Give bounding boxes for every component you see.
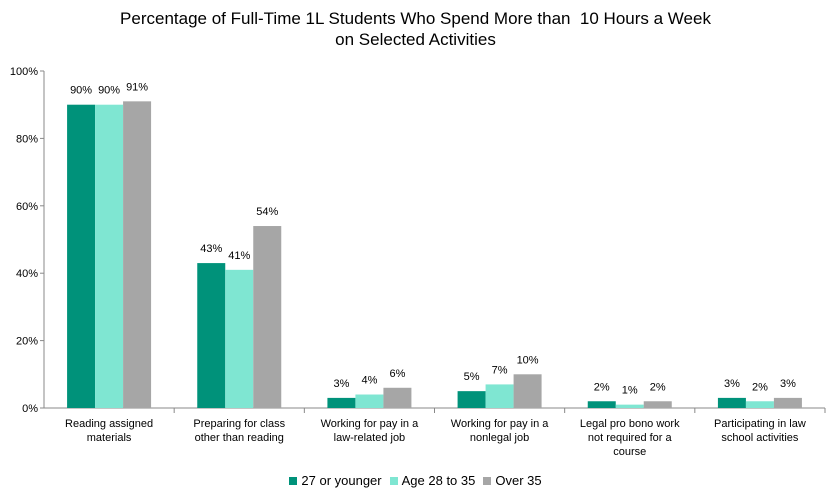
x-tick-label-line: Participating in law [714, 418, 806, 430]
bar [383, 387, 412, 408]
data-label: 2% [650, 381, 666, 393]
bar [327, 397, 356, 408]
data-label: 2% [752, 381, 768, 393]
data-label: 3% [780, 378, 796, 390]
legend-swatch-series-2 [389, 476, 398, 485]
data-label: 2% [594, 381, 610, 393]
y-tick-label: 60% [16, 201, 38, 213]
x-tick-label-line: school activities [721, 432, 799, 444]
bar [253, 226, 282, 408]
data-label: 43% [200, 243, 222, 255]
data-label: 3% [724, 378, 740, 390]
data-label: 90% [98, 85, 120, 97]
x-tick-label-line: Preparing for class [193, 418, 285, 430]
data-label: 6% [389, 368, 405, 380]
data-label: 91% [126, 81, 148, 93]
y-tick-label: 0% [22, 403, 38, 415]
x-tick-label-line: materials [87, 432, 132, 444]
x-tick-label-line: Working for pay in a [321, 418, 420, 430]
data-label: 1% [622, 385, 638, 397]
bar [615, 404, 644, 408]
data-label: 90% [70, 85, 92, 97]
bar [67, 104, 96, 408]
x-tick-label-line: nonlegal job [470, 432, 529, 444]
x-tick-label: Participating in law school activities [714, 418, 806, 444]
legend-swatch-series-3 [483, 476, 492, 485]
x-tick-label-line: Working for pay in a [451, 418, 550, 430]
x-tick-label-line: course [613, 446, 646, 458]
legend-label-series-1: 27 or younger [301, 473, 382, 488]
x-tick-label: Preparing for class other than reading [193, 418, 285, 444]
bar [95, 104, 124, 408]
bar-chart: 0% 20% 40% 60% 80% 100% 90% 90% 91% Reading assig… [10, 66, 826, 458]
data-label: 4% [361, 375, 377, 387]
y-tick-label: 100% [10, 66, 38, 78]
data-label: 10% [517, 354, 539, 366]
bar [355, 394, 384, 408]
data-label: 54% [256, 206, 278, 218]
bar [717, 397, 746, 408]
x-tick-label-line: other than reading [195, 432, 284, 444]
y-tick-label: 20% [16, 336, 38, 348]
legend-swatch-series-1 [289, 476, 298, 485]
data-label: 3% [333, 378, 349, 390]
data-label: 41% [228, 250, 250, 262]
y-tick-label: 40% [16, 268, 38, 280]
bar [773, 397, 802, 408]
legend-item-series-2: Age 28 to 35 [389, 473, 476, 488]
x-tick-label: Working for pay in a law-related job [321, 418, 420, 444]
x-tick-label: Legal pro bono work not required for a cou… [580, 418, 680, 458]
data-label: 5% [464, 371, 480, 383]
chart-title-line-1: Percentage of Full-Time 1L Students Who … [120, 9, 711, 28]
legend-label-series-3: Over 35 [495, 473, 542, 488]
x-tick-label-line: law-related job [334, 432, 406, 444]
x-tick-label-line: Reading assigned [65, 418, 153, 430]
legend-label-series-2: Age 28 to 35 [401, 473, 476, 488]
y-tick-label: 80% [16, 133, 38, 145]
legend-item-series-3: Over 35 [483, 473, 542, 488]
chart-title: Percentage of Full-Time 1L Students Who … [0, 8, 831, 50]
x-tick-label: Reading assigned materials [65, 418, 153, 444]
data-label: 7% [492, 364, 508, 376]
x-tick-label-line: Legal pro bono work [580, 418, 680, 430]
bar [513, 374, 542, 408]
bar [457, 391, 486, 408]
x-tick-label: Working for pay in a nonlegal job [451, 418, 550, 444]
bar [197, 263, 226, 408]
bar [123, 101, 152, 408]
legend-item-series-1: 27 or younger [289, 473, 382, 488]
bar [225, 269, 254, 408]
bar [745, 401, 774, 408]
bar [485, 384, 514, 408]
bar [643, 401, 672, 408]
chart-title-line-2: on Selected Activities [335, 30, 496, 49]
bar [587, 401, 616, 408]
legend: 27 or younger Age 28 to 35 Over 35 [0, 473, 831, 488]
x-tick-label-line: not required for a [588, 432, 673, 444]
